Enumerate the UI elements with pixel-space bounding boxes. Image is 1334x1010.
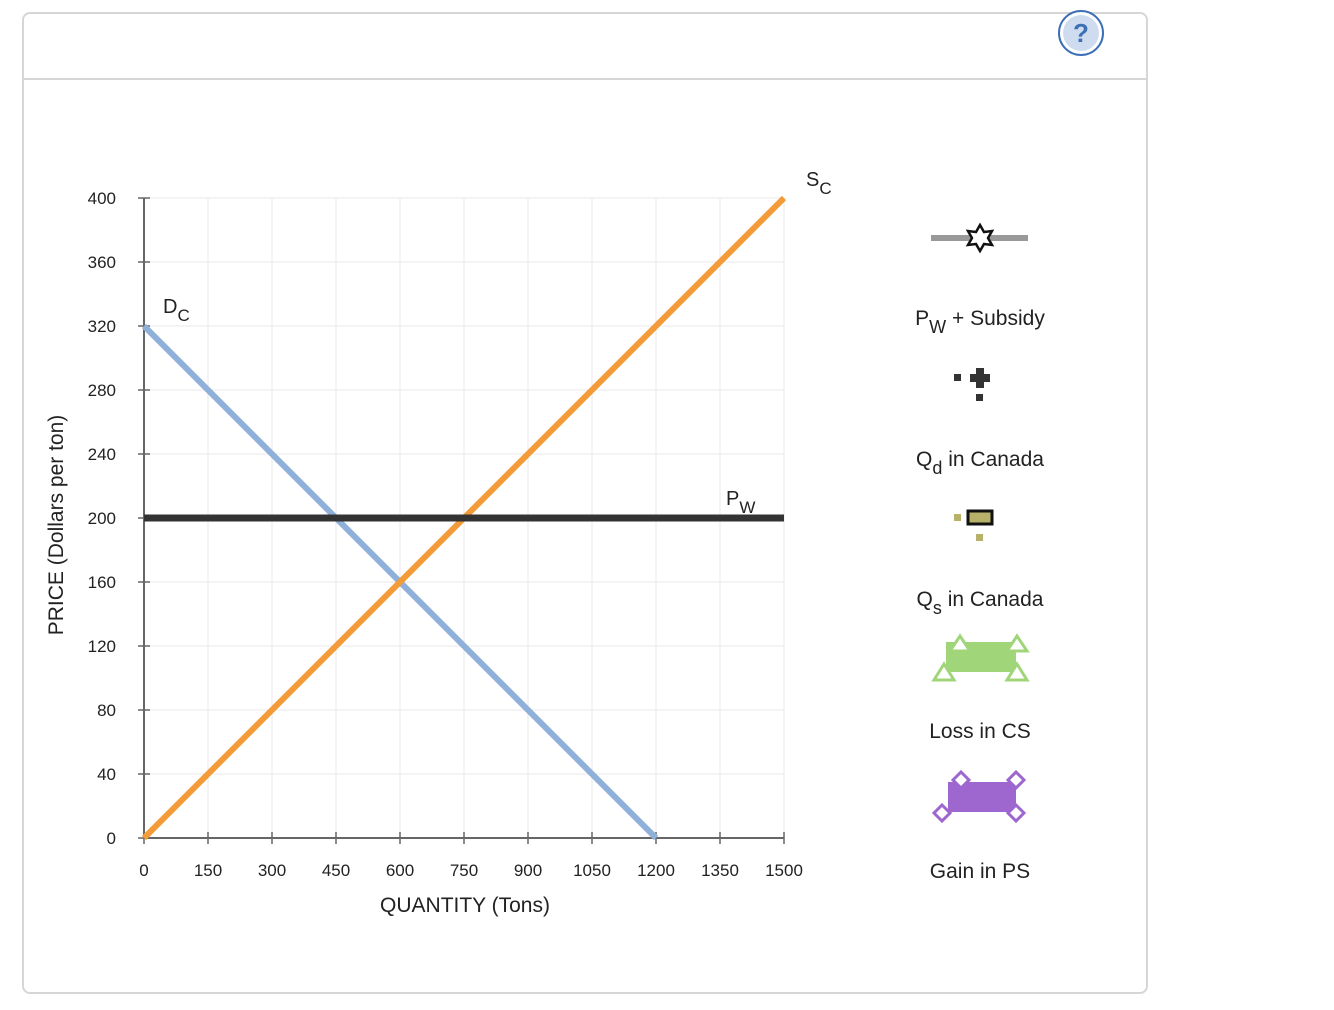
y-tick-label: 280 <box>88 381 116 400</box>
triangle-area-tool-icon <box>931 633 1030 682</box>
x-tick-label: 1050 <box>573 861 611 880</box>
help-button[interactable]: ? <box>1058 10 1104 56</box>
gain-ps-area-tool[interactable]: Gain in PS <box>930 769 1030 883</box>
star-line-tool-icon <box>931 222 1028 254</box>
panel-header <box>24 14 1146 80</box>
graph-panel <box>22 12 1148 994</box>
cross-point-tool-icon <box>954 368 990 401</box>
y-axis-title: PRICE (Dollars per ton) <box>45 415 68 636</box>
x-tick-label: 1500 <box>765 861 803 880</box>
demand-curve-label: DC <box>163 296 190 325</box>
legend-label-loss-cs: Loss in CS <box>929 720 1031 743</box>
y-tick-label: 40 <box>97 765 116 784</box>
legend-label-qs: Qs in Canada <box>917 588 1044 618</box>
x-tick-label: 0 <box>139 861 148 880</box>
y-tick-label: 400 <box>88 189 116 208</box>
y-tick-label: 160 <box>88 573 116 592</box>
y-tick-label: 80 <box>97 701 116 720</box>
y-tick-label: 0 <box>107 829 116 848</box>
x-tick-label: 1200 <box>637 861 675 880</box>
x-tick-label: 150 <box>194 861 222 880</box>
chart-series <box>141 195 787 841</box>
supply-curve-label: SC <box>806 169 832 198</box>
legend-label-qd: Qd in Canada <box>916 448 1044 478</box>
legend: PW + Subsidy Qd in Canada Qs in Canada <box>915 222 1045 883</box>
pw-subsidy-line-tool[interactable]: PW + Subsidy <box>915 222 1045 337</box>
x-tick-label: 750 <box>450 861 478 880</box>
question-mark-icon: ? <box>1063 15 1099 51</box>
square-point-tool-icon <box>954 509 994 541</box>
legend-label-pw-subsidy: PW + Subsidy <box>915 307 1045 337</box>
qd-point-tool[interactable]: Qd in Canada <box>916 368 1044 478</box>
x-tick-label: 600 <box>386 861 414 880</box>
x-tick-label: 450 <box>322 861 350 880</box>
qs-point-tool[interactable]: Qs in Canada <box>917 509 1044 618</box>
y-tick-label: 360 <box>88 253 116 272</box>
x-tick-label: 1350 <box>701 861 739 880</box>
x-tick-label: 300 <box>258 861 286 880</box>
chart-axes: 0 150 300 450 600 750 900 1050 1200 1350 1500 0 40 80… <box>88 189 803 880</box>
world-price-label: PW <box>726 488 755 517</box>
y-tick-label: 320 <box>88 317 116 336</box>
y-tick-label: 240 <box>88 445 116 464</box>
diamond-area-tool-icon <box>931 769 1027 824</box>
y-tick-label: 120 <box>88 637 116 656</box>
loss-cs-area-tool[interactable]: Loss in CS <box>929 633 1031 743</box>
x-tick-label: 900 <box>514 861 542 880</box>
legend-label-gain-ps: Gain in PS <box>930 860 1030 883</box>
x-axis-title: QUANTITY (Tons) <box>380 894 550 917</box>
y-tick-label: 200 <box>88 509 116 528</box>
